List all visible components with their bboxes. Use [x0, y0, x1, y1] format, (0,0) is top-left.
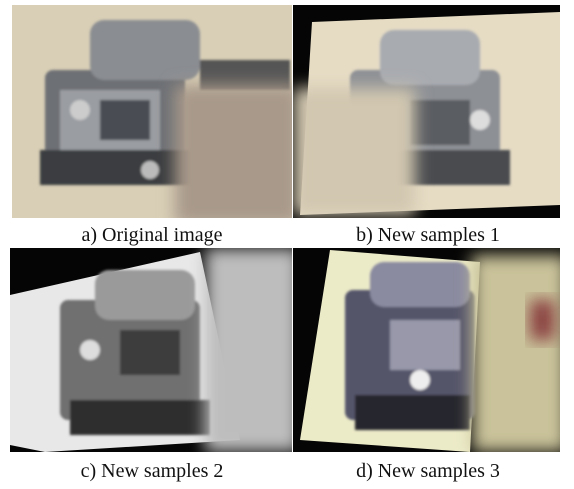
caption: d) New samples 3	[356, 460, 500, 482]
caption: c) New samples 2	[81, 460, 224, 482]
figure: a) Original image b) New samples 1 c) Ne…	[0, 0, 574, 489]
caption: b) New samples 1	[356, 224, 500, 246]
panel-image	[12, 5, 300, 225]
caption: a) Original image	[81, 224, 222, 246]
panel-image	[293, 5, 560, 218]
panel-image	[293, 248, 567, 452]
panel-image	[10, 248, 300, 452]
